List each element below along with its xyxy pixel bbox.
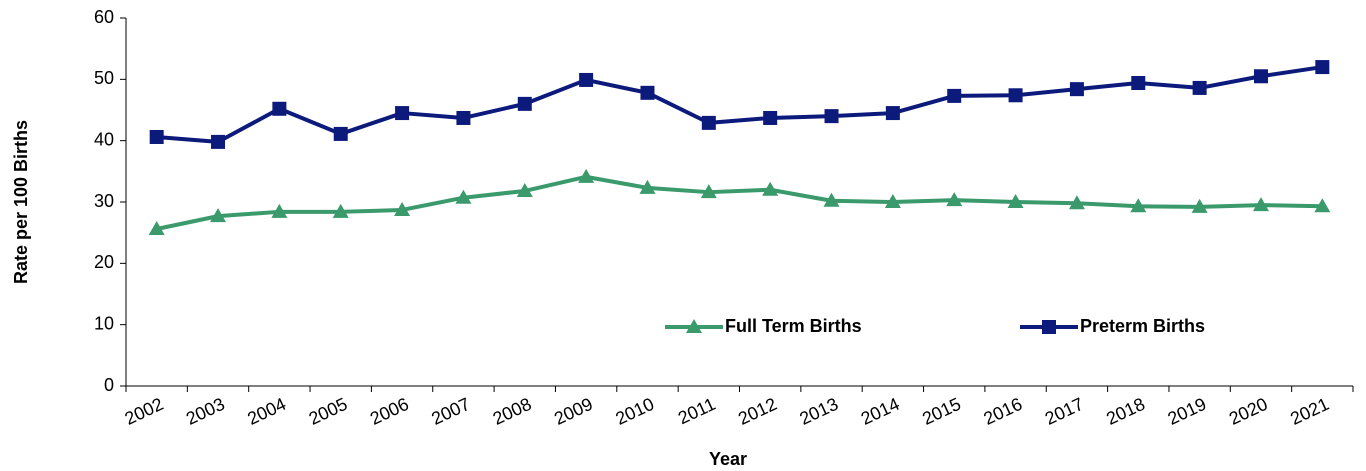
point [700, 184, 717, 199]
x-tick-label: 2014 [858, 394, 903, 429]
point [1315, 60, 1330, 75]
point [885, 106, 900, 121]
series-line [156, 174, 1323, 231]
point [763, 110, 778, 125]
x-tick-label: 2009 [551, 394, 596, 429]
point [516, 182, 533, 197]
x-tick-label: 2008 [490, 394, 535, 429]
y-tick-label: 10 [94, 313, 114, 333]
point [701, 115, 716, 130]
point [456, 110, 471, 125]
point [640, 85, 655, 100]
point [149, 129, 164, 144]
point [1069, 82, 1084, 97]
point [578, 168, 595, 183]
point [272, 101, 287, 116]
point [762, 181, 779, 196]
point [211, 134, 226, 149]
point [395, 106, 410, 121]
x-tick-label: 2011 [675, 394, 719, 428]
x-tick-label: 2021 [1287, 394, 1332, 429]
point [1007, 194, 1024, 208]
point [455, 189, 472, 204]
x-axis-label: Year [709, 449, 747, 469]
x-tick-label: 2016 [981, 394, 1026, 429]
y-tick-label: 50 [94, 68, 114, 88]
y-axis-label: Rate per 100 Births [11, 120, 31, 284]
x-tick-label: 2020 [1226, 394, 1271, 429]
y-tick-label: 60 [94, 7, 114, 27]
point [1130, 198, 1147, 213]
y-tick-label: 30 [94, 191, 114, 211]
series-line [156, 65, 1323, 144]
x-tick-label: 2017 [1042, 394, 1087, 429]
point [210, 208, 227, 223]
x-tick-label: 2010 [612, 394, 657, 429]
x-tick-label: 2004 [244, 394, 289, 429]
point [517, 96, 532, 111]
point [947, 88, 962, 103]
point [1008, 88, 1023, 103]
legend-marker [686, 319, 702, 333]
point [271, 203, 288, 218]
point [579, 72, 594, 87]
point [1252, 197, 1269, 212]
point [884, 194, 901, 208]
x-tick-label: 2007 [428, 394, 473, 429]
point [1253, 69, 1268, 84]
x-tick-label: 2003 [183, 394, 228, 429]
point [1068, 195, 1085, 210]
y-tick-label: 20 [94, 252, 114, 272]
point [333, 126, 348, 141]
x-tick-label: 2018 [1103, 394, 1148, 429]
point [946, 192, 963, 207]
legend-label: Preterm Births [1080, 316, 1205, 336]
x-tick-label: 2015 [919, 394, 964, 429]
point [1131, 76, 1146, 91]
point [639, 179, 656, 194]
x-tick-label: 2013 [796, 394, 841, 429]
point [148, 220, 165, 235]
y-tick-label: 0 [104, 375, 114, 395]
point [824, 109, 839, 124]
x-tick-label: 2002 [122, 394, 167, 429]
point [394, 201, 411, 216]
point [1192, 80, 1207, 95]
point [1314, 198, 1331, 213]
y-tick-label: 40 [94, 129, 114, 149]
legend-label: Full Term Births [725, 316, 862, 336]
point [332, 203, 349, 218]
x-tick-label: 2005 [306, 394, 351, 429]
point [1191, 198, 1208, 213]
point [823, 192, 840, 207]
x-tick-label: 2012 [735, 394, 780, 429]
x-tick-label: 2006 [367, 394, 412, 429]
x-tick-label: 2019 [1165, 394, 1210, 429]
legend-marker [1042, 320, 1056, 334]
